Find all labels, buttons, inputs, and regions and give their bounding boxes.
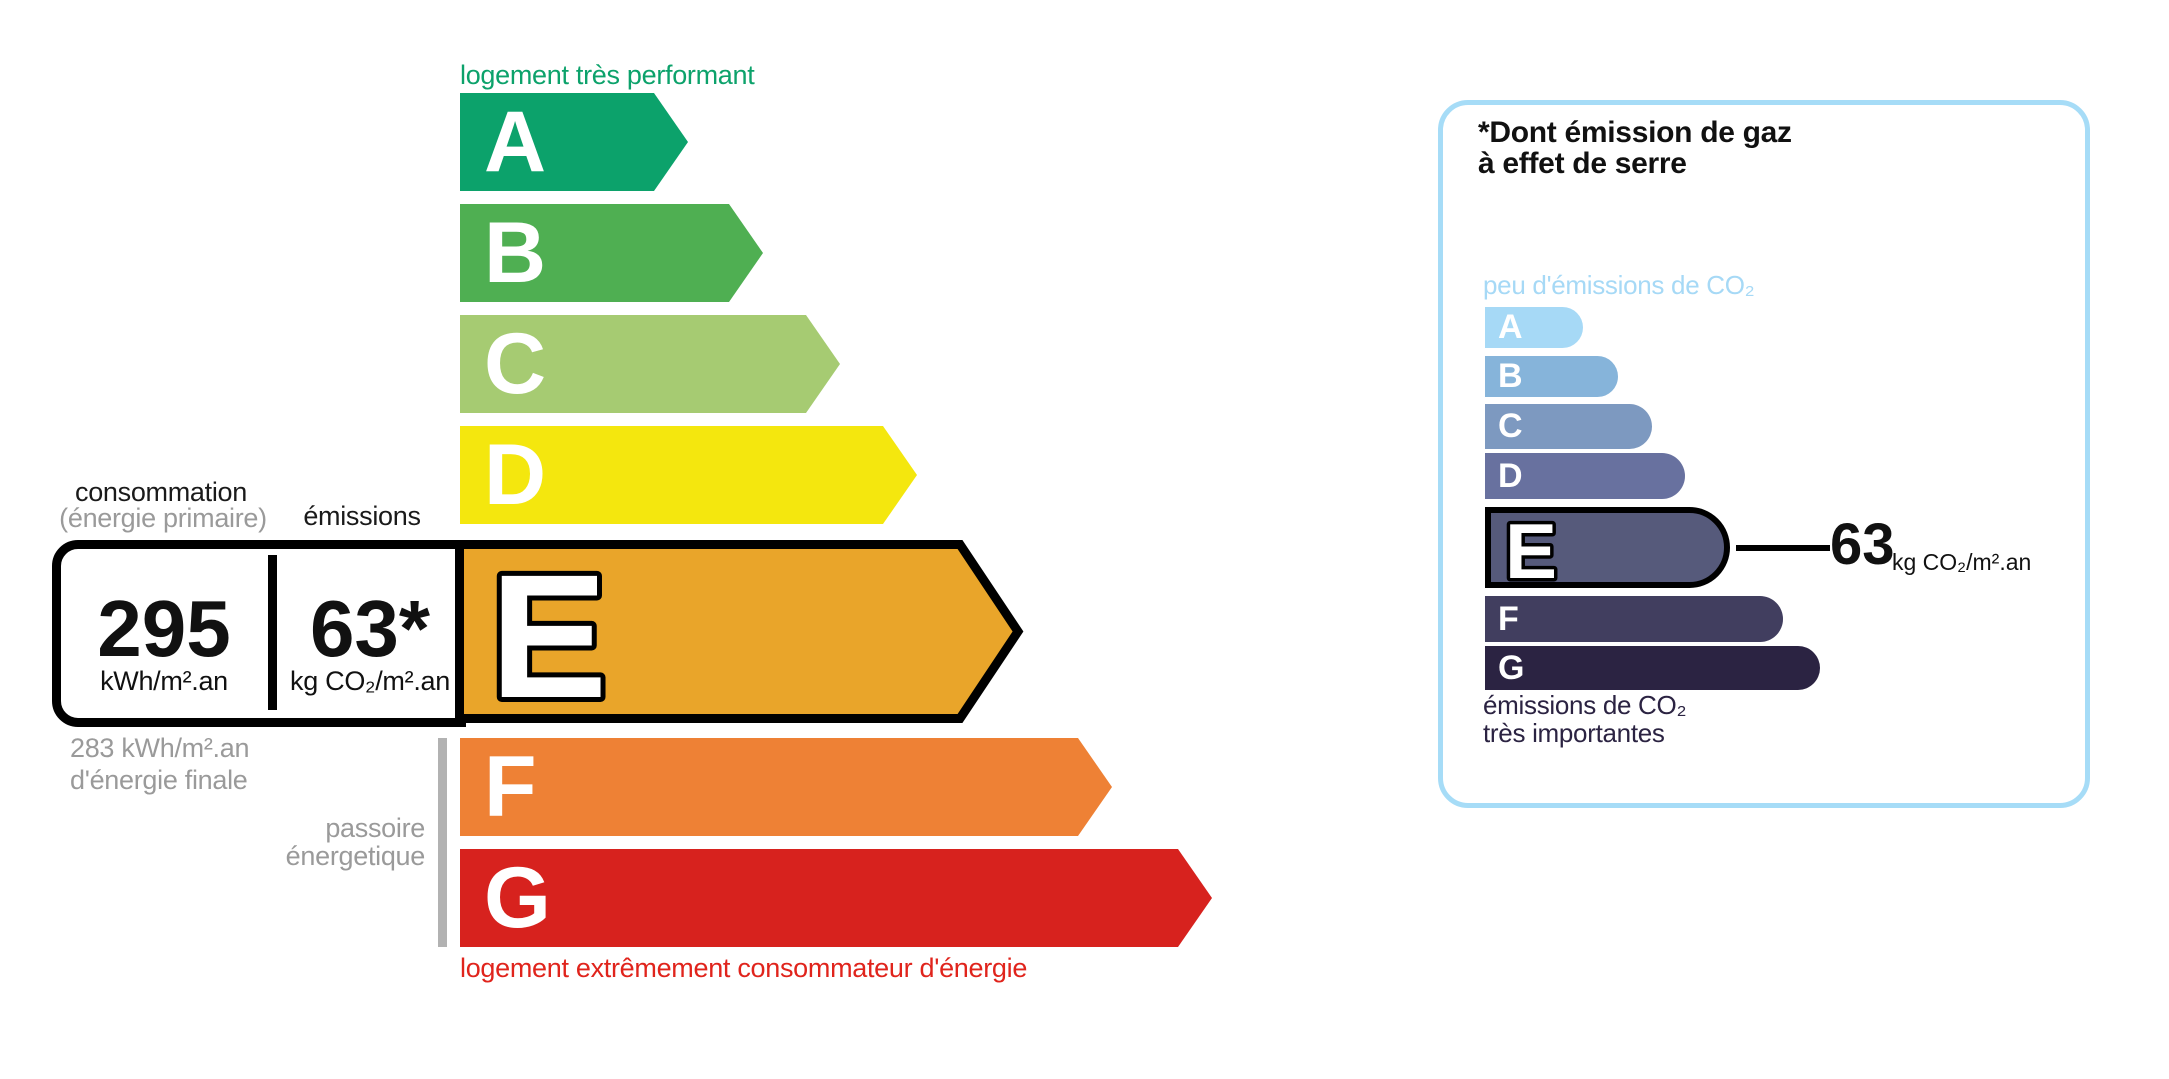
final-energy-line2: d'énergie finale (70, 765, 248, 795)
co2-bar-c: C (1485, 404, 1652, 449)
co2-bar-d-letter: D (1498, 456, 1523, 495)
co2-current-class-bar: E (1485, 507, 1730, 588)
final-energy-line1: 283 kWh/m².an (70, 733, 250, 763)
co2-bar-b-letter: B (1498, 357, 1523, 395)
energy-arrow-a-letter: A (484, 93, 547, 190)
consumption-unit: kWh/m².an (100, 666, 228, 696)
energy-arrow-c: C (460, 315, 840, 413)
co2-bar-d: D (1485, 453, 1685, 499)
energy-arrow-f: F (460, 738, 1112, 836)
co2-bar-c-letter: C (1498, 407, 1523, 445)
energy-arrow-d: D (460, 426, 917, 524)
emissions-unit: kg CO₂/m².an (290, 666, 450, 696)
co2-top-label: peu d'émissions de CO₂ (1483, 270, 1755, 300)
energy-arrow-d-letter: D (484, 426, 547, 523)
energy-arrow-a: A (460, 93, 688, 191)
co2-bar-f: F (1485, 596, 1783, 642)
co2-bar-g-letter: G (1498, 648, 1525, 687)
co2-bar-f-letter: F (1498, 599, 1519, 638)
consumption-column-label: consommation (75, 477, 247, 507)
co2-bottom-label-line2: très importantes (1483, 718, 1665, 748)
energy-current-class-arrow-shape (455, 540, 1024, 723)
co2-bar-g: G (1485, 646, 1820, 690)
energy-bottom-label: logement extrêmement consommateur d'éner… (460, 953, 1028, 983)
co2-value: 63 (1830, 512, 1895, 577)
co2-bar-b: B (1485, 356, 1618, 397)
co2-value-connector-line (1736, 545, 1830, 551)
co2-panel (1438, 100, 2090, 808)
co2-current-class-letter-svg: E (1502, 515, 1561, 584)
energy-top-label: logement très performant (460, 60, 755, 90)
consumption-sub-label: (énergie primaire) (59, 503, 267, 533)
co2-value-unit: kg CO₂/m².an (1892, 549, 2032, 575)
co2-bar-a-letter: A (1498, 308, 1523, 346)
energy-arrow-g: G (460, 849, 1212, 947)
emissions-column-label: émissions (303, 501, 421, 531)
energy-arrow-f-letter: F (484, 738, 537, 835)
emissions-value: 63* (309, 584, 431, 673)
score-box-divider (268, 555, 277, 710)
energy-arrow-b-letter: B (484, 204, 547, 301)
energy-arrow-b: B (460, 204, 763, 302)
co2-panel-title-line1: *Dont émission de gaz (1478, 116, 1792, 149)
co2-bottom-label-line1: émissions de CO₂ (1483, 690, 1687, 720)
energy-arrow-c-letter: C (484, 315, 547, 412)
energy-current-class-arrow: E (455, 540, 1024, 723)
energy-sieve-line1: passoire (325, 813, 425, 843)
co2-bar-a: A (1485, 307, 1583, 348)
energy-arrow-g-letter: G (484, 849, 551, 946)
energy-current-class-letter: E (490, 540, 607, 723)
co2-panel-title-line2: à effet de serre (1478, 147, 1687, 180)
score-box (52, 540, 466, 727)
energy-sieve-bracket (438, 738, 447, 947)
energy-sieve-line2: énergetique (285, 841, 426, 871)
consumption-value: 295 (97, 584, 231, 673)
co2-current-class-letter: E (1505, 515, 1557, 584)
